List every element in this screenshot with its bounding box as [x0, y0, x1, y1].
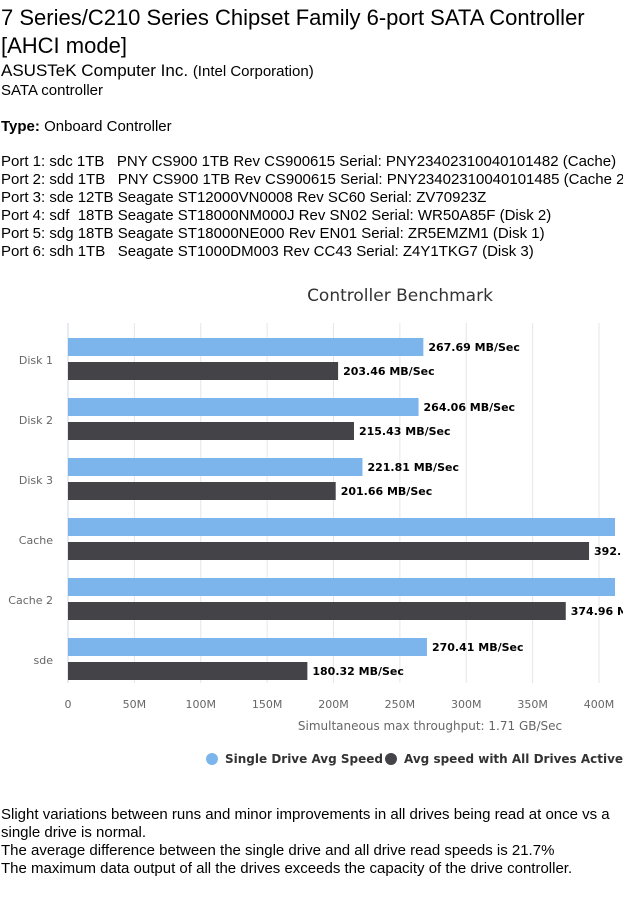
port-line: Port 3: sde 12TB Seagate ST12000VN0008 R…: [1, 189, 487, 206]
x-tick-label: 350M: [517, 698, 548, 711]
bar: [68, 338, 424, 356]
legend-item: Avg speed with All Drives Active: [404, 752, 623, 766]
type-label: Type:: [1, 118, 40, 135]
legend-item: Single Drive Avg Speed: [225, 752, 383, 766]
category-label: Cache: [19, 534, 53, 547]
benchmark-chart: Controller Benchmark 0 50M 100M 150M 200M 250M…: [8, 286, 623, 766]
bar: [68, 362, 339, 380]
bar-value-label: 215.43 MB/Sec: [359, 425, 451, 438]
port-line: Port 4: sdf 18TB Seagate ST18000NM000J R…: [1, 207, 552, 224]
port-list: Port 1: sdc 1TB PNY CS900 1TB Rev CS9006…: [1, 153, 623, 261]
notes: Slight variations between runs and minor…: [1, 806, 616, 878]
legend-marker: [385, 753, 397, 765]
vendor-sub: (Intel Corporation): [192, 63, 314, 80]
port-line: Port 6: sdh 1TB Seagate ST1000DM003 Rev …: [1, 243, 534, 260]
x-tick-label: 400M: [584, 698, 615, 711]
vendor-line: ASUSTeK Computer Inc. (Intel Corporation…: [1, 61, 623, 82]
device-header: 7 Series/C210 Series Chipset Family 6-po…: [1, 4, 623, 261]
bar: [68, 422, 354, 440]
category-label: Disk 2: [19, 414, 53, 427]
device-class: SATA controller: [1, 82, 103, 99]
bar: [68, 542, 590, 560]
bar-value-label: 203.46 MB/Sec: [343, 365, 435, 378]
bar-value-label: 270.41 MB/Sec: [432, 641, 524, 654]
x-tick-label: 0: [65, 698, 72, 711]
category-label: Disk 1: [19, 354, 53, 367]
note-line: The average difference between the singl…: [1, 842, 555, 859]
x-tick-label: 200M: [318, 698, 349, 711]
bar-value-label: 201.66 MB/Sec: [341, 485, 433, 498]
note-line: The maximum data output of all the drive…: [1, 860, 573, 877]
bar: [68, 398, 419, 416]
chart-title: Controller Benchmark: [307, 286, 493, 306]
x-tick-label: 300M: [451, 698, 482, 711]
bar-value-label: 267.69 MB/Sec: [428, 341, 520, 354]
bar-value-label: 392.: [594, 545, 621, 558]
bar: [68, 662, 308, 680]
type-value: Onboard Controller: [44, 118, 172, 135]
type-line: Type: Onboard Controller: [1, 118, 623, 136]
bar: [68, 602, 566, 620]
bar: [68, 518, 615, 536]
port-line: Port 5: sdg 18TB Seagate ST18000NE000 Re…: [1, 225, 545, 242]
bar-value-label: 221.81 MB/Sec: [367, 461, 459, 474]
bar-value-label: 180.32 MB/Sec: [312, 665, 404, 678]
note-line: Slight variations between runs and minor…: [1, 806, 610, 841]
x-tick-label: 100M: [186, 698, 217, 711]
category-label: Cache 2: [8, 594, 53, 607]
category-label: Disk 3: [19, 474, 53, 487]
x-tick-label: 50M: [123, 698, 147, 711]
bar: [68, 638, 427, 656]
legend-marker: [206, 753, 218, 765]
bar: [68, 482, 336, 500]
port-line: Port 1: sdc 1TB PNY CS900 1TB Rev CS9006…: [1, 153, 617, 170]
category-label: sde: [34, 654, 54, 667]
vendor-name: ASUSTeK Computer Inc.: [1, 61, 189, 80]
port-line: Port 2: sdd 1TB PNY CS900 1TB Rev CS9006…: [1, 171, 623, 188]
device-title: 7 Series/C210 Series Chipset Family 6-po…: [1, 5, 585, 58]
bar-value-label: 374.96 M: [571, 605, 623, 618]
x-tick-label: 250M: [385, 698, 416, 711]
bar: [68, 458, 363, 476]
bar-value-label: 264.06 MB/Sec: [424, 401, 516, 414]
bar: [68, 578, 615, 596]
x-tick-label: 150M: [252, 698, 283, 711]
x-axis-label: Simultaneous max throughput: 1.71 GB/Sec: [298, 719, 562, 733]
